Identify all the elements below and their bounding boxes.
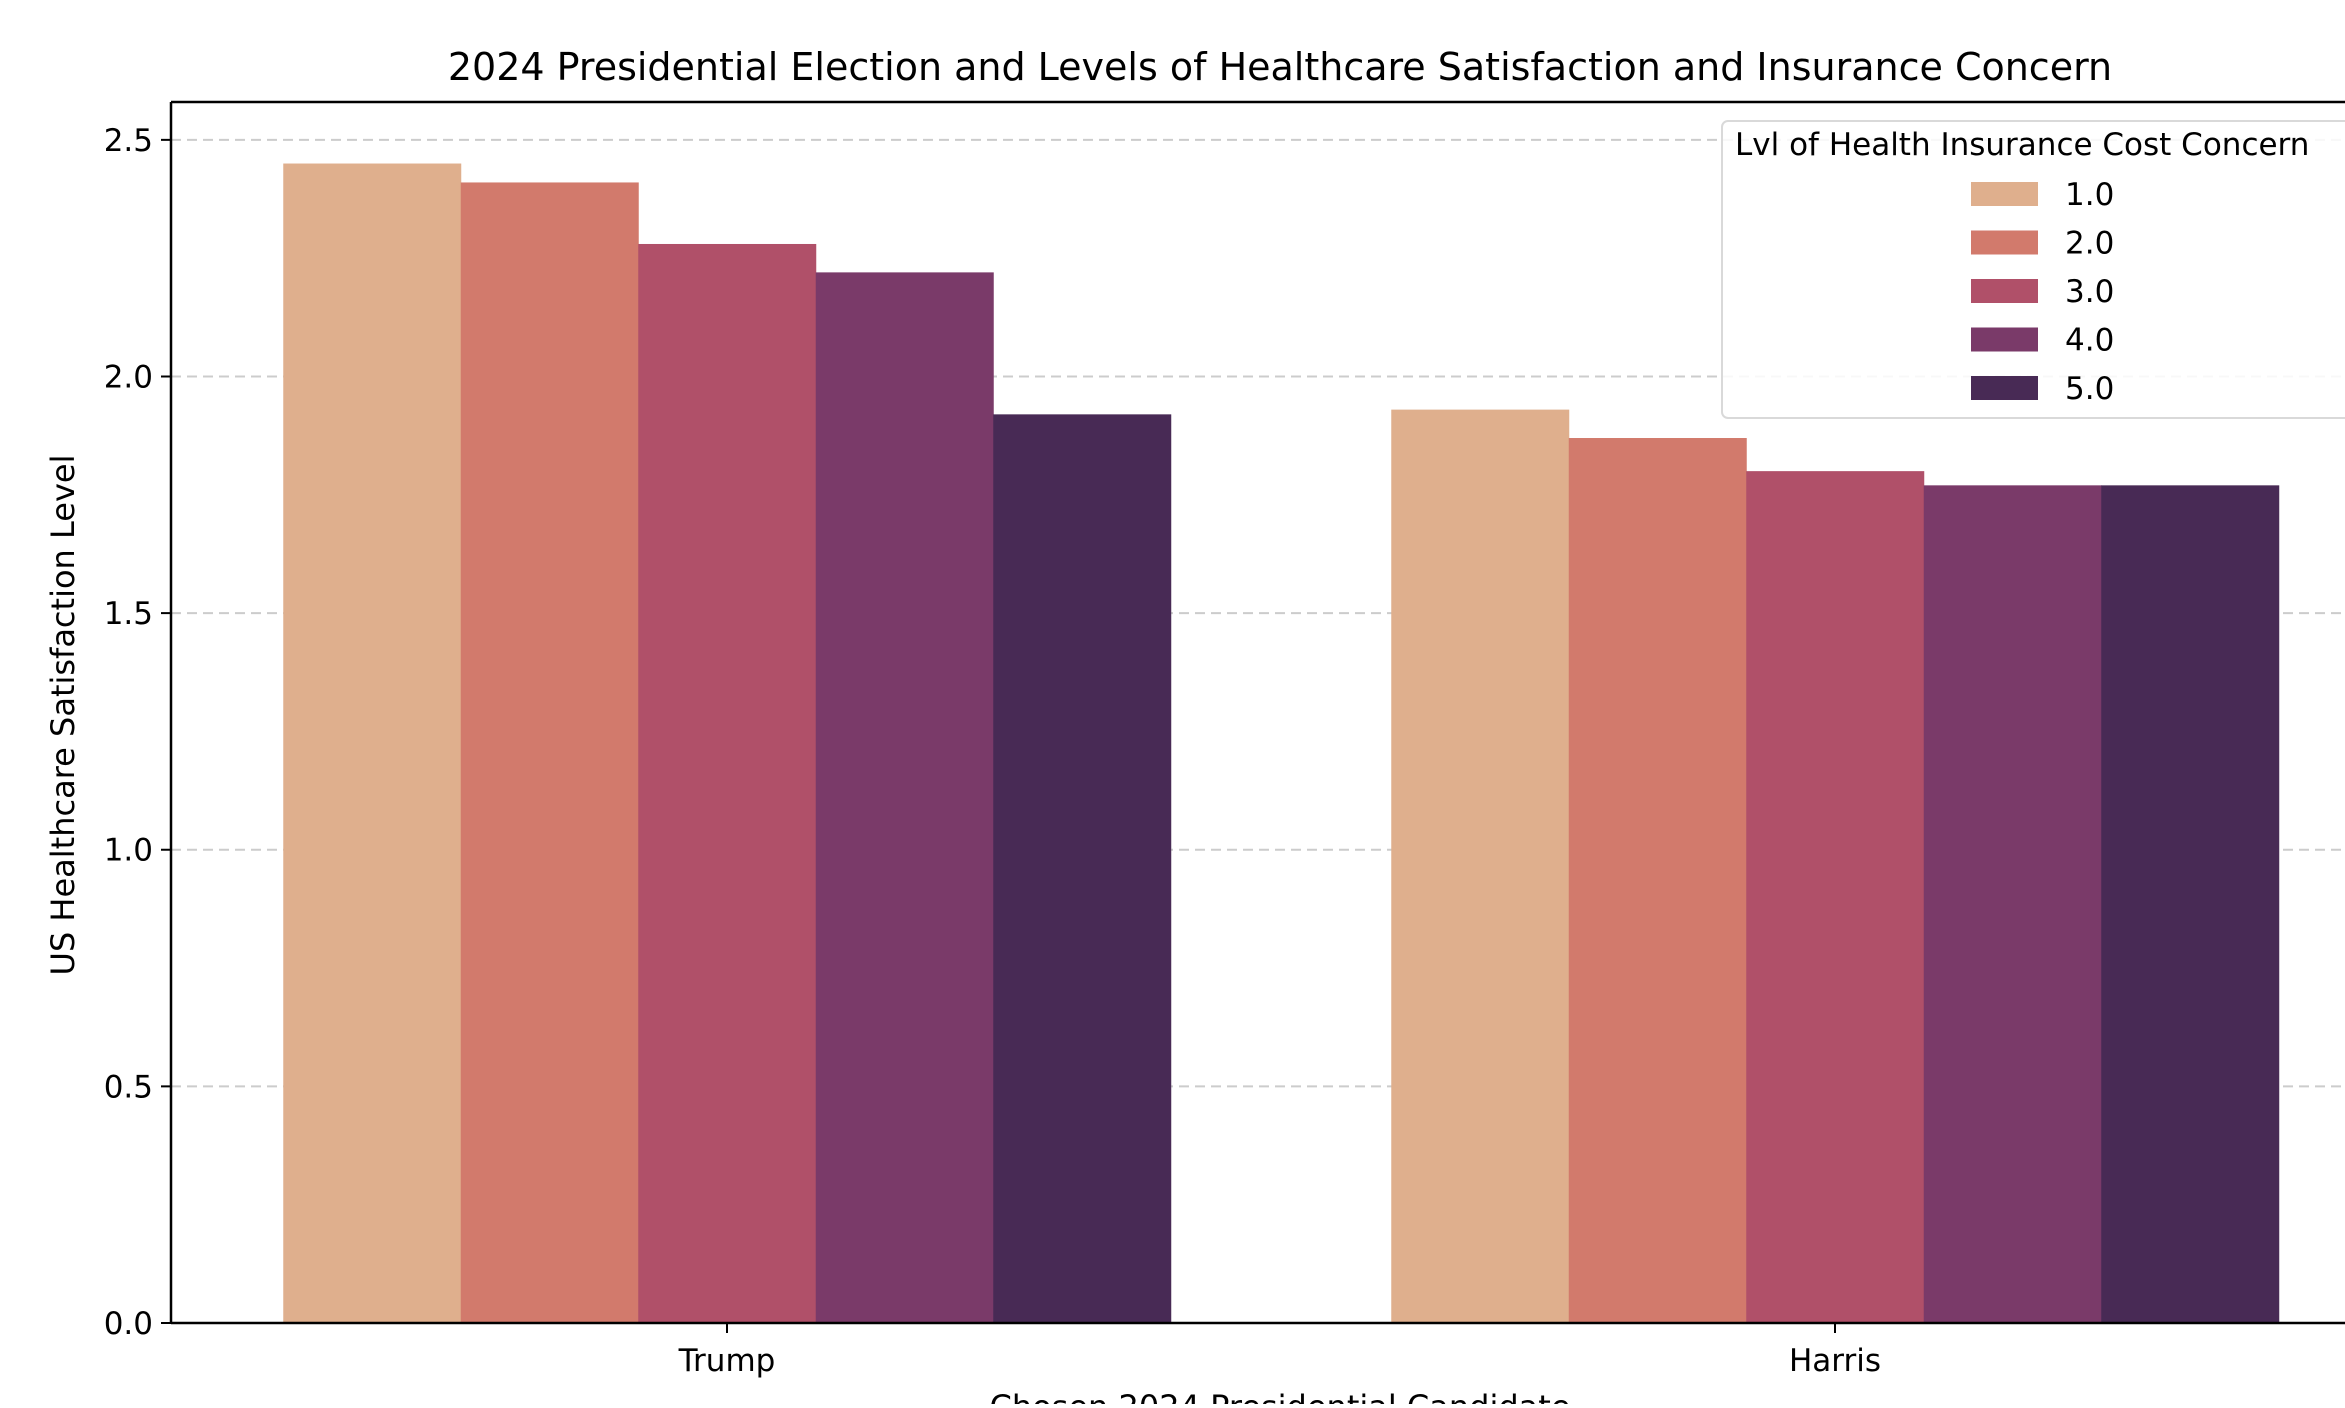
- legend-swatch: [1971, 182, 2038, 206]
- bar: [1923, 485, 2102, 1323]
- legend-swatch: [1971, 230, 2038, 255]
- y-tick-label: 0.5: [104, 1069, 153, 1105]
- legend-swatch: [1971, 376, 2038, 400]
- legend-label: 3.0: [2065, 274, 2114, 310]
- y-tick-label: 2.0: [104, 359, 153, 395]
- legend-label: 5.0: [2065, 371, 2114, 407]
- bar: [1746, 471, 1925, 1323]
- legend-swatch: [1971, 327, 2038, 352]
- bar: [283, 163, 462, 1324]
- axes: 0.0 0.5 1.0 1.5 2.0 2.5 Trump Harris: [104, 100, 2345, 1379]
- legend-swatch: [1971, 279, 2038, 303]
- bar: [993, 414, 1172, 1323]
- x-tick-label: Harris: [1789, 1343, 1881, 1379]
- legend-label: 2.0: [2065, 226, 2114, 262]
- legend-label: 1.0: [2065, 177, 2114, 213]
- y-tick-label: 2.5: [104, 123, 153, 159]
- legend-title: Lvl of Health Insurance Cost Concern: [1735, 127, 2309, 163]
- bar: [460, 182, 639, 1323]
- legend-label: 4.0: [2065, 323, 2114, 359]
- y-tick-label: 1.0: [104, 833, 153, 869]
- bar: [1568, 438, 1747, 1324]
- y-axis-label: US Healthcare Satisfaction Level: [44, 455, 82, 976]
- chart-title: 2024 Presidential Election and Levels of…: [448, 45, 2112, 89]
- x-tick-label: Trump: [678, 1343, 776, 1379]
- y-tick-label: 1.5: [104, 596, 153, 632]
- legend: Lvl of Health Insurance Cost Concern 1.0 2…: [1721, 120, 2345, 419]
- legend-box: [1721, 120, 2345, 419]
- bar: [815, 272, 994, 1324]
- bar: [638, 243, 817, 1323]
- y-tick-label: 0.0: [104, 1306, 153, 1342]
- bar: [2101, 485, 2280, 1323]
- bars: [283, 163, 2280, 1324]
- x-axis-label: Chosen 2024 Presidential Candidate: [989, 1388, 1570, 1404]
- bar: [1391, 409, 1570, 1323]
